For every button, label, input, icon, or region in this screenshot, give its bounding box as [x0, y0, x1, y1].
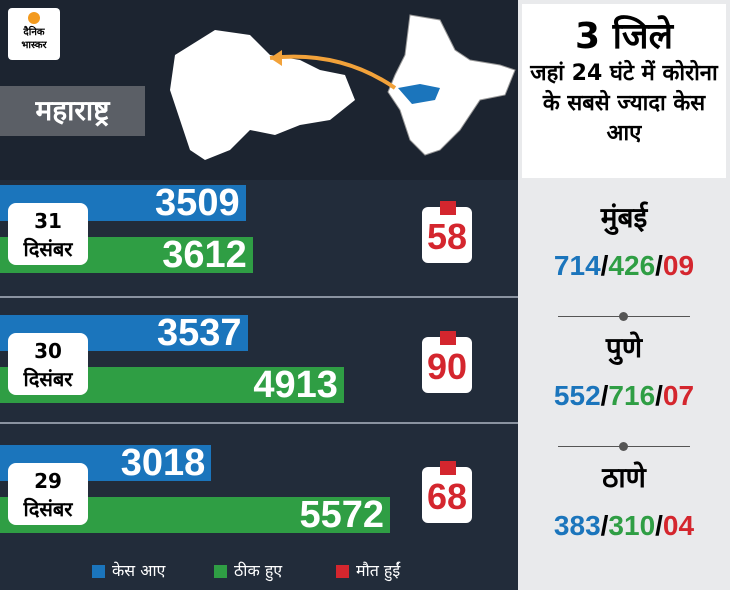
separator: /: [655, 510, 663, 541]
separator: /: [655, 250, 663, 281]
death-icon: [440, 331, 456, 345]
stat-recovered: 716: [608, 380, 656, 411]
legend-swatch: [336, 565, 349, 578]
chart-title: महाराष्ट्र: [0, 86, 145, 136]
district-name: ठाणे: [602, 461, 646, 494]
logo-sun: [28, 12, 40, 24]
value-label: 3509: [155, 182, 240, 224]
panel-title: 3 जिले: [574, 16, 674, 57]
value-label: 5572: [299, 494, 384, 536]
stat-recovered: 310: [608, 510, 656, 541]
logo-text: दैनिक भास्कर: [21, 27, 47, 51]
logo-box: दैनिक भास्कर: [8, 8, 60, 60]
value-label: 3612: [162, 234, 247, 276]
panel-subtitle: जहां 24 घंटे में कोरोना के सबसे ज्यादा क…: [530, 61, 718, 146]
separator: /: [600, 510, 609, 541]
panel-header: 3 जिले जहां 24 घंटे में कोरोना के सबसे ज…: [522, 4, 726, 178]
death-box: 58: [422, 201, 472, 263]
legend-label: मौत हुईं: [356, 561, 401, 580]
stat-deaths: 04: [662, 510, 695, 541]
divider-dot: [619, 312, 628, 321]
district-stats: 552/716/07: [518, 378, 730, 414]
value-label: 3537: [157, 312, 242, 354]
separator: /: [600, 250, 609, 281]
stat-cases: 714: [553, 250, 601, 281]
legend-swatch: [92, 565, 105, 578]
legend-label: ठीक हुए: [234, 561, 283, 580]
death-value: 58: [426, 216, 468, 257]
date-label: 31 दिसंबर: [8, 203, 88, 265]
stat-cases: 383: [553, 510, 601, 541]
stat-cases: 552: [553, 380, 601, 411]
death-icon: [440, 461, 456, 475]
district-name: मुंबई: [600, 201, 648, 234]
stat-recovered: 426: [608, 250, 656, 281]
stat-deaths: 07: [662, 380, 695, 411]
legend-swatch: [214, 565, 227, 578]
death-value: 90: [426, 346, 468, 387]
value-label: 3018: [120, 442, 206, 484]
date-label: 30 दिसंबर: [8, 333, 88, 395]
divider-dot: [619, 442, 628, 451]
separator: /: [600, 380, 609, 411]
death-box: 68: [422, 461, 472, 523]
district-name: पुणे: [605, 331, 643, 364]
legend-label: केस आए: [112, 561, 166, 580]
cases-bar: 3018: [0, 442, 212, 484]
death-box: 90: [422, 331, 472, 393]
death-value: 68: [426, 476, 468, 517]
date-label: 29 दिसंबर: [8, 463, 88, 525]
separator: /: [655, 380, 663, 411]
district-stats: 383/310/04: [518, 508, 730, 544]
stat-deaths: 09: [662, 250, 695, 281]
district-stats: 714/426/09: [518, 248, 730, 284]
districts-panel: 3 जिले जहां 24 घंटे में कोरोना के सबसे ज…: [518, 0, 730, 590]
value-label: 4913: [253, 364, 338, 406]
death-icon: [440, 201, 456, 215]
